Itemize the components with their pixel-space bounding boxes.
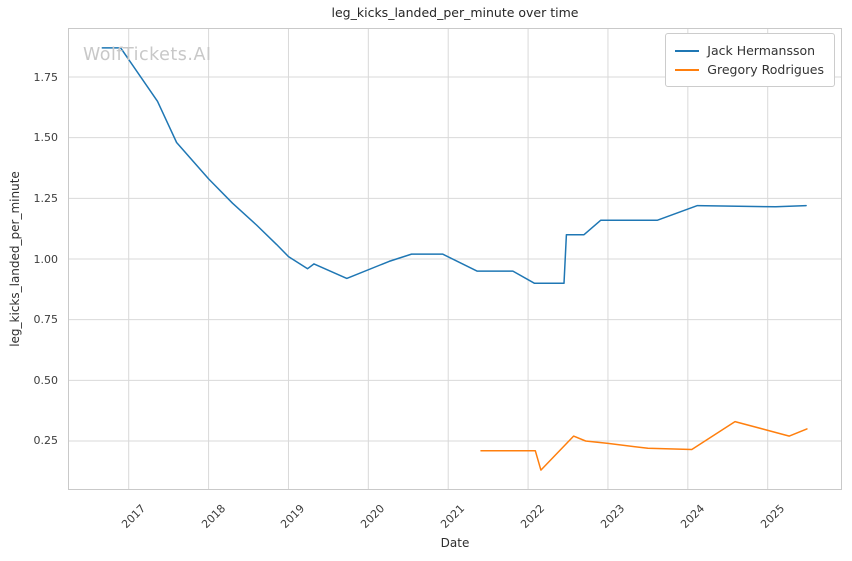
y-tick-label: 0.50 xyxy=(33,373,59,387)
y-tick-label: 1.00 xyxy=(33,252,59,266)
y-tick-label: 1.50 xyxy=(33,131,59,145)
series-line-jack-hermansson xyxy=(101,47,807,285)
chart-title: leg_kicks_landed_per_minute over time xyxy=(331,5,579,20)
series-line-gregory-rodrigues xyxy=(480,420,808,471)
plot-border xyxy=(68,28,842,490)
legend: Jack Hermansson Gregory Rodrigues xyxy=(665,33,835,87)
legend-line-swatch xyxy=(675,68,700,71)
y-tick-label: 1.25 xyxy=(33,191,59,205)
y-tick-label: 0.25 xyxy=(33,434,59,448)
y-tick-label: 0.75 xyxy=(33,313,59,327)
legend-label: Jack Hermansson xyxy=(707,43,816,58)
legend-line-swatch xyxy=(675,49,700,52)
watermark: WolfTickets.AI xyxy=(83,45,212,65)
legend-item: Jack Hermansson xyxy=(675,41,824,60)
legend-label: Gregory Rodrigues xyxy=(707,62,824,77)
legend-item: Gregory Rodrigues xyxy=(675,60,824,79)
plot-area xyxy=(68,28,842,490)
y-tick-label: 1.75 xyxy=(33,70,59,84)
x-axis-label: Date xyxy=(440,536,470,550)
